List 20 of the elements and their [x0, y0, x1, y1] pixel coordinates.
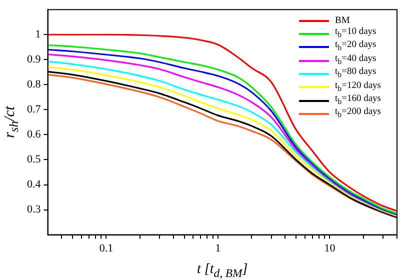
y-tick-label: 0.6 — [27, 128, 42, 141]
y-tick-label: 0.7 — [27, 104, 42, 116]
y-tick-label: 0.3 — [27, 204, 42, 216]
y-tick-label: 0.4 — [27, 178, 42, 191]
x-tick-label: 1 — [215, 242, 221, 254]
legend-label: t$_{b}$=80 days — [335, 67, 376, 81]
legend-label: t$_{b}$=40 days — [335, 54, 376, 67]
legend-label: t$_{b}$=120 days — [335, 80, 381, 94]
legend-label: t$_{b}$=20 days — [335, 40, 376, 54]
y-tick-label: 1 — [35, 28, 41, 41]
y-tick-label: 0.5 — [27, 154, 42, 166]
y-tick-label: 0.8 — [27, 78, 42, 91]
x-axis-title: t [t$_{d, BM}$] — [197, 262, 248, 280]
legend-label: t$_{b}$=10 days — [335, 27, 376, 40]
x-tick-label: 0.1 — [99, 242, 114, 254]
x-tick-label: 10 — [324, 242, 336, 254]
y-tick-label: 0.9 — [27, 54, 42, 66]
legend-label: t$_{b}$=200 days — [335, 107, 381, 121]
legend-label: BM — [335, 16, 350, 28]
legend-label: t$_{b}$=160 days — [335, 94, 381, 107]
